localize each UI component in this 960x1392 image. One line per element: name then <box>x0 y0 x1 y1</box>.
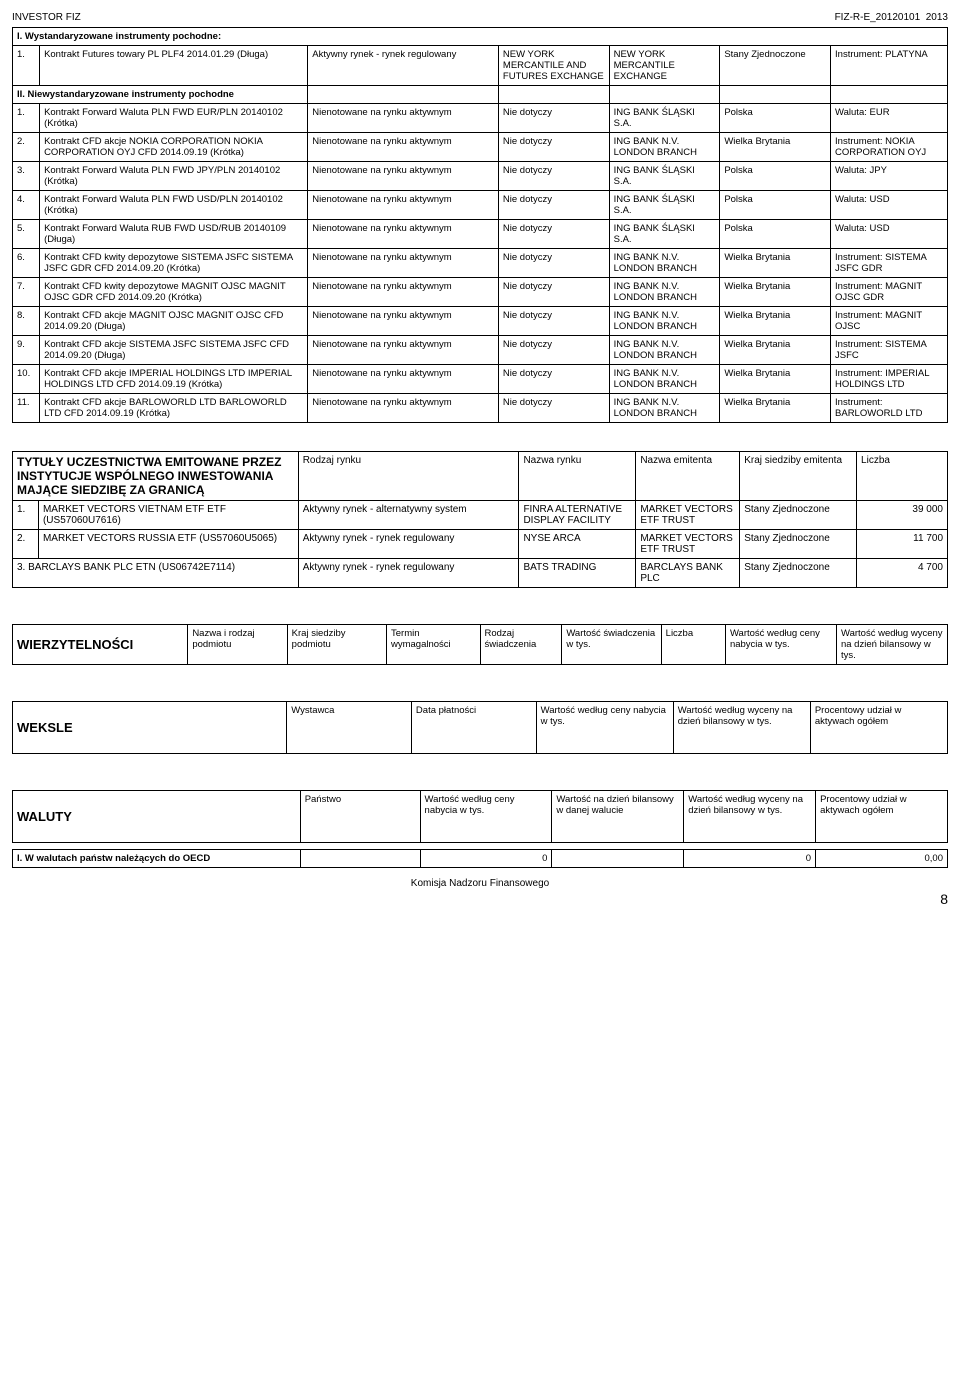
section-2-title: II. Niewystandaryzowane instrumenty poch… <box>13 86 308 104</box>
table-row: 1. Kontrakt Futures towary PL PLF4 2014.… <box>13 46 948 86</box>
table-row: I. W walutach państw należących do OECD … <box>13 850 948 868</box>
table-row: 6.Kontrakt CFD kwity depozytowe SISTEMA … <box>13 249 948 278</box>
table-row: 7.Kontrakt CFD kwity depozytowe MAGNIT O… <box>13 278 948 307</box>
table-row: 3. BARCLAYS BANK PLC ETN (US06742E7114)A… <box>13 559 948 588</box>
page-footer: Komisja Nadzoru Finansowego <box>12 878 948 889</box>
table-row: 4.Kontrakt Forward Waluta PLN FWD USD/PL… <box>13 191 948 220</box>
page-number: 8 <box>12 891 948 907</box>
table-row: 2.Kontrakt CFD akcje NOKIA CORPORATION N… <box>13 133 948 162</box>
header-left: INVESTOR FIZ <box>12 12 81 23</box>
table-row: 1.MARKET VECTORS VIETNAM ETF ETF (US5706… <box>13 501 948 530</box>
header-mid: FIZ-R-E_20120101 2013 <box>835 12 948 23</box>
table-row: 8.Kontrakt CFD akcje MAGNIT OJSC MAGNIT … <box>13 307 948 336</box>
table-row: 10.Kontrakt CFD akcje IMPERIAL HOLDINGS … <box>13 365 948 394</box>
table4-title: WEKSLE <box>13 702 287 754</box>
receivables-table: WIERZYTELNOŚCI Nazwa i rodzaj podmiotu K… <box>12 624 948 665</box>
bills-table: WEKSLE Wystawca Data płatności Wartość w… <box>12 701 948 754</box>
table-row: 3.Kontrakt Forward Waluta PLN FWD JPY/PL… <box>13 162 948 191</box>
instruments-table: I. Wystandaryzowane instrumenty pochodne… <box>12 27 948 423</box>
table5-title: WALUTY <box>13 791 301 843</box>
table-row: 9.Kontrakt CFD akcje SISTEMA JSFC SISTEM… <box>13 336 948 365</box>
table3-title: WIERZYTELNOŚCI <box>13 625 188 665</box>
page-header: INVESTOR FIZ FIZ-R-E_20120101 2013 <box>12 12 948 23</box>
table2-title: TYTUŁY UCZESTNICTWA EMITOWANE PRZEZ INST… <box>13 452 299 501</box>
currencies-table: WALUTY Państwo Wartość według ceny nabyc… <box>12 790 948 868</box>
table-row: 5.Kontrakt Forward Waluta RUB FWD USD/RU… <box>13 220 948 249</box>
participation-units-table: TYTUŁY UCZESTNICTWA EMITOWANE PRZEZ INST… <box>12 451 948 588</box>
table-row: 1.Kontrakt Forward Waluta PLN FWD EUR/PL… <box>13 104 948 133</box>
table-row: 2.MARKET VECTORS RUSSIA ETF (US57060U506… <box>13 530 948 559</box>
section-1-title: I. Wystandaryzowane instrumenty pochodne… <box>13 28 948 46</box>
table-row: 11.Kontrakt CFD akcje BARLOWORLD LTD BAR… <box>13 394 948 423</box>
